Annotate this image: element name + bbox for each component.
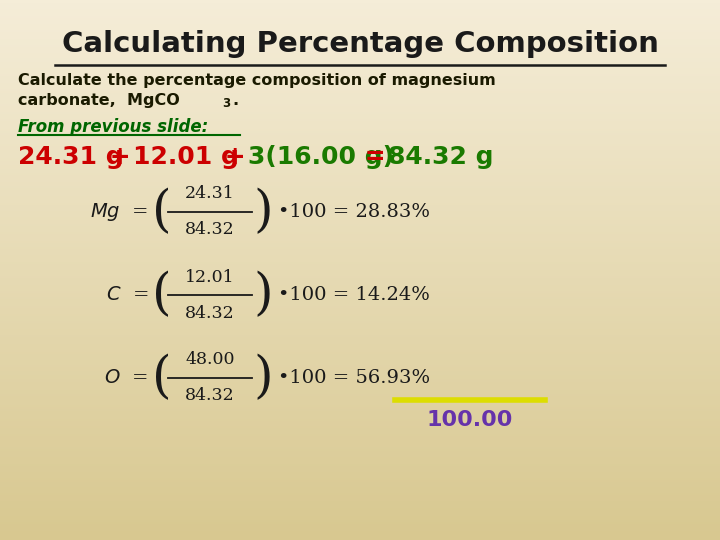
Text: 84.32: 84.32 [185,221,235,239]
Text: •100 = 28.83%: •100 = 28.83% [278,203,430,221]
Text: 84.32: 84.32 [185,305,235,321]
Text: $Mg$  =: $Mg$ = [90,201,148,223]
Text: (: ( [152,353,171,403]
Text: (: ( [152,271,171,320]
Text: 3: 3 [222,97,230,110]
Text: Calculating Percentage Composition: Calculating Percentage Composition [62,30,658,58]
Text: ): ) [253,187,273,237]
Text: 12.01: 12.01 [185,268,235,286]
Text: 24.31 g: 24.31 g [18,145,124,169]
Text: •100 = 14.24%: •100 = 14.24% [278,286,430,304]
Text: (: ( [152,187,171,237]
Text: From previous slide:: From previous slide: [18,118,208,136]
Text: Calculate the percentage composition of magnesium: Calculate the percentage composition of … [18,73,496,88]
Text: 24.31: 24.31 [185,186,235,202]
Text: 48.00: 48.00 [185,352,235,368]
Text: 100.00: 100.00 [427,410,513,430]
Text: +: + [216,145,254,169]
Text: 84.32: 84.32 [185,388,235,404]
Text: $O$  =: $O$ = [104,369,148,387]
Text: •100 = 56.93%: •100 = 56.93% [278,369,430,387]
Text: 84.32 g: 84.32 g [388,145,493,169]
Text: ): ) [253,271,273,320]
Text: ): ) [253,353,273,403]
Text: =: = [356,145,395,169]
Text: +: + [101,145,140,169]
Text: 3(16.00 g): 3(16.00 g) [248,145,394,169]
Text: $C$  =: $C$ = [106,286,148,304]
Text: 12.01 g: 12.01 g [133,145,239,169]
Text: .: . [232,93,238,108]
Text: carbonate,  MgCO: carbonate, MgCO [18,93,180,108]
